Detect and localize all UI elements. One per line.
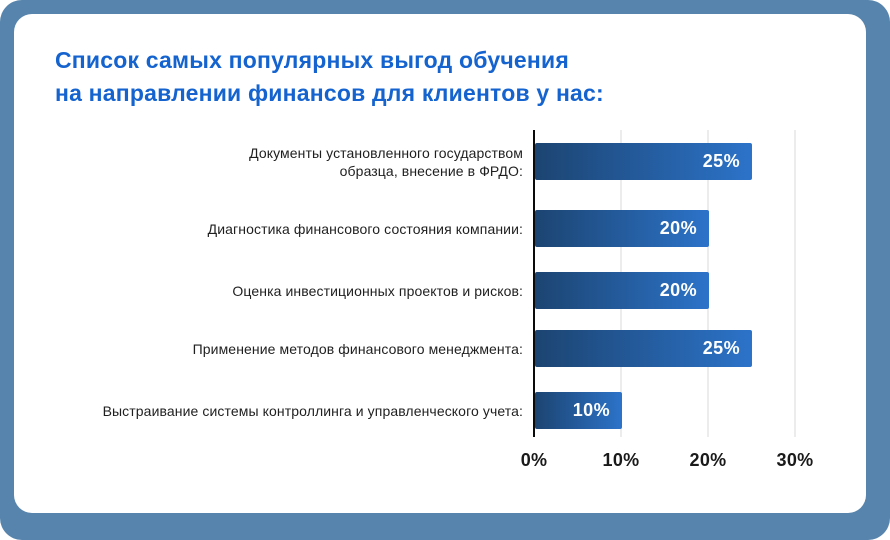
bar-category-label: Применение методов финансового менеджмен… — [192, 340, 523, 357]
chart-card: Список самых популярных выгод обучения н… — [14, 14, 866, 513]
x-axis-tick-label: 10% — [602, 450, 640, 470]
x-axis-tick-label: 30% — [776, 450, 814, 470]
x-axis-tick-label: 20% — [689, 450, 727, 470]
bar-row: Документы установленного государством об… — [40, 143, 752, 180]
chart-title: Список самых популярных выгод обучения н… — [55, 44, 604, 110]
bar: 25% — [535, 143, 752, 180]
bar-category-label: Диагностика финансового состояния компан… — [207, 220, 523, 237]
bar-category-label: Выстраивание системы контроллинга и упра… — [102, 402, 523, 419]
bar-row: Оценка инвестиционных проектов и рисков:… — [40, 272, 709, 309]
bar-row: Применение методов финансового менеджмен… — [40, 330, 752, 367]
bar: 20% — [535, 272, 709, 309]
bar: 20% — [535, 210, 709, 247]
bar-row: Выстраивание системы контроллинга и упра… — [40, 392, 622, 429]
bar-row: Диагностика финансового состояния компан… — [40, 210, 709, 247]
bar-value-label: 25% — [702, 338, 740, 358]
chart-title-line1: Список самых популярных выгод обучения — [55, 47, 569, 73]
bar-category-label: Документы установленного государством об… — [249, 144, 523, 179]
bar: 25% — [535, 330, 752, 367]
x-axis-tick-label: 0% — [520, 450, 548, 470]
bar-value-label: 20% — [659, 218, 697, 238]
x-axis-baseline — [533, 130, 535, 437]
bar-category-label: Оценка инвестиционных проектов и рисков: — [232, 282, 523, 299]
bar-value-label: 10% — [572, 400, 610, 420]
gridline-30 — [794, 130, 796, 437]
bar: 10% — [535, 392, 622, 429]
bar-value-label: 20% — [659, 280, 697, 300]
bar-value-label: 25% — [702, 151, 740, 171]
chart-title-line2: на направлении финансов для клиентов у н… — [55, 80, 604, 106]
